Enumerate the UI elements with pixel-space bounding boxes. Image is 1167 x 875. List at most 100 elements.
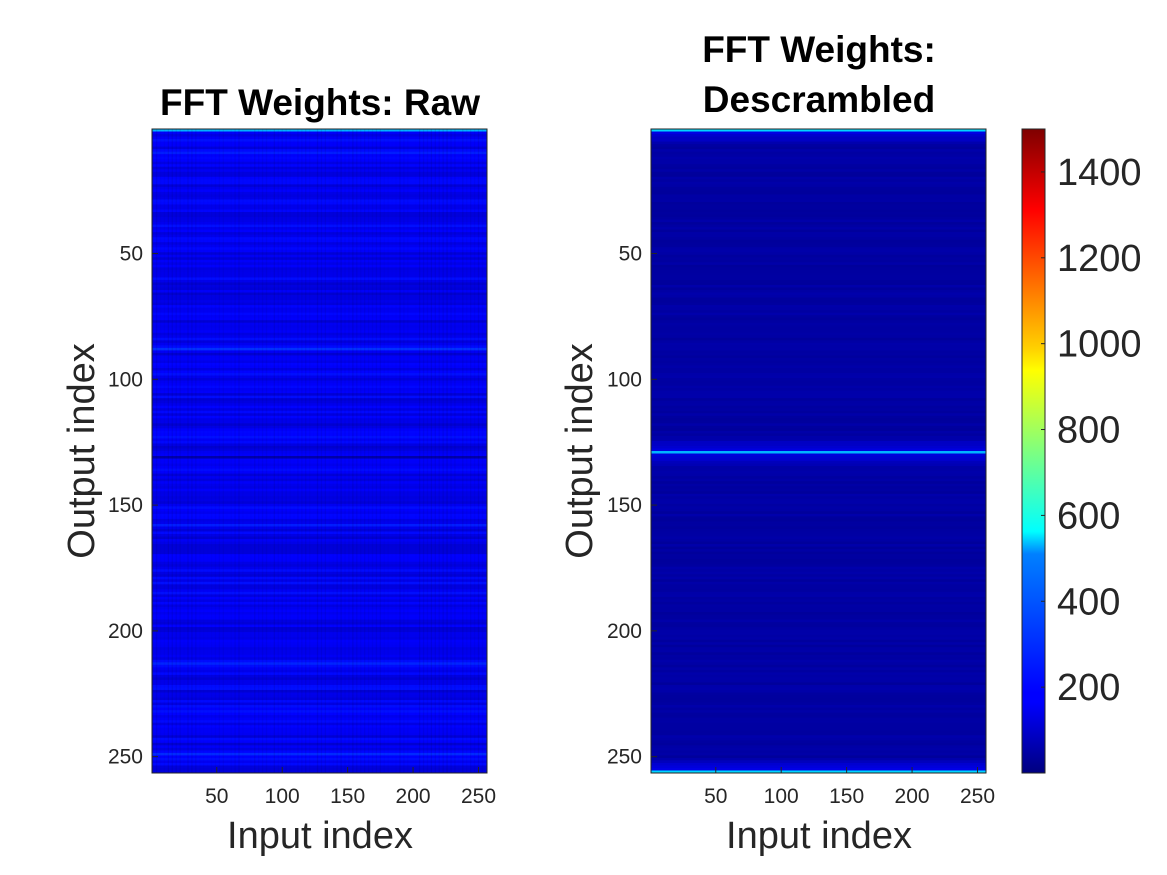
heatmap-row: [152, 317, 487, 321]
heatmap-row: [152, 239, 487, 243]
heatmap-row: [651, 571, 986, 575]
heatmap-row: [651, 252, 986, 256]
heatmap-row: [152, 345, 487, 349]
heatmap-row: [152, 287, 487, 291]
heatmap-row: [651, 378, 986, 381]
heatmap-row: [152, 508, 487, 512]
heatmap-row: [152, 767, 487, 771]
axes-box-raw: [151, 128, 488, 774]
heatmap-row: [651, 627, 986, 630]
heatmap-row: [152, 534, 487, 537]
heatmap-row: [651, 395, 986, 399]
heatmap-col-texture: [477, 129, 480, 773]
heatmap-col-texture: [164, 129, 165, 773]
heatmap-row: [651, 287, 986, 291]
heatmap-row: [651, 642, 986, 646]
heatmap-row: [152, 347, 487, 351]
heatmap-row: [152, 692, 487, 696]
heatmap-row: [651, 760, 986, 764]
heatmap-col-texture: [195, 129, 197, 773]
heatmap-row: [152, 521, 487, 525]
heatmap-row: [152, 393, 487, 396]
heatmap-row: [152, 539, 487, 542]
heatmap-row: [651, 418, 986, 422]
heatmap-row: [651, 433, 986, 437]
heatmap-row: [152, 689, 487, 693]
heatmap-row: [152, 461, 487, 464]
heatmap-row: [651, 352, 986, 356]
heatmap-row: [651, 430, 986, 434]
heatmap-row: [651, 254, 986, 258]
heatmap-col-texture: [379, 129, 382, 773]
heatmap-row: [152, 400, 487, 404]
heatmap-row: [152, 380, 487, 384]
heatmap-row: [152, 415, 487, 419]
heatmap-row: [651, 601, 986, 605]
heatmap-row: [651, 579, 986, 583]
heatmap-row: [651, 742, 986, 746]
heatmap-row: [152, 486, 487, 490]
heatmap-row: [651, 320, 986, 324]
heatmap-row: [651, 448, 986, 452]
heatmap-row: [152, 144, 487, 147]
heatmap-row: [152, 295, 487, 298]
heatmap-row: [152, 166, 487, 170]
heatmap-row: [152, 388, 487, 391]
heatmap-row: [651, 189, 986, 193]
heatmap-row: [152, 737, 487, 741]
heatmap-row: [152, 370, 487, 374]
heatmap-row: [651, 375, 986, 379]
heatmap-row: [152, 702, 487, 706]
heatmap-row: [152, 463, 487, 467]
heatmap-row: [651, 171, 986, 175]
heatmap-row: [651, 727, 986, 731]
colorbar-tick-label: 1000: [1057, 324, 1142, 366]
heatmap-row: [651, 473, 986, 477]
heatmap-row: [152, 320, 487, 324]
heatmap-row: [651, 292, 986, 296]
heatmap-row: [651, 141, 986, 145]
heatmap-col-texture: [222, 129, 224, 773]
heatmap-row: [152, 544, 487, 547]
heatmap-row: [651, 284, 986, 288]
heatmap-row: [651, 657, 986, 661]
heatmap-row: [651, 257, 986, 261]
heatmap-row: [651, 589, 986, 593]
x-tick-label: 100: [265, 785, 300, 808]
heatmap-row: [152, 554, 487, 557]
heatmap-row: [152, 531, 487, 535]
heatmap-row: [651, 659, 986, 663]
heatmap-row: [152, 418, 487, 422]
heatmap-row: [651, 662, 986, 666]
heatmap-row: [152, 617, 487, 620]
heatmap-col-texture: [242, 129, 243, 773]
heatmap-row: [651, 139, 986, 142]
heatmap-row: [152, 735, 487, 739]
heatmap-row: [651, 752, 986, 756]
heatmap-row: [152, 196, 487, 200]
heatmap-row: [152, 715, 487, 718]
heatmap-col-texture: [246, 129, 247, 773]
heatmap-row: [651, 129, 986, 132]
heatmap-col-texture: [430, 129, 433, 773]
heatmap-row: [651, 667, 986, 671]
heatmap-row: [152, 664, 487, 668]
heatmap-row: [651, 267, 986, 271]
heatmap-row: [152, 290, 487, 293]
heatmap-row: [651, 712, 986, 716]
heatmap-row: [651, 606, 986, 610]
heatmap-row: [152, 237, 487, 240]
heatmap-row: [152, 151, 487, 155]
heatmap-col-texture: [214, 129, 217, 773]
heatmap-row: [152, 342, 487, 346]
heatmap-col-texture: [160, 129, 161, 773]
heatmap-col-texture: [336, 129, 338, 773]
heatmap-row: [651, 274, 986, 278]
heatmap-row: [152, 561, 487, 565]
heatmap-row: [651, 174, 986, 178]
heatmap-row: [651, 196, 986, 200]
x-tick-label: 250: [461, 785, 496, 808]
axes-box-descrambled: [650, 128, 987, 774]
heatmap-row: [651, 282, 986, 286]
